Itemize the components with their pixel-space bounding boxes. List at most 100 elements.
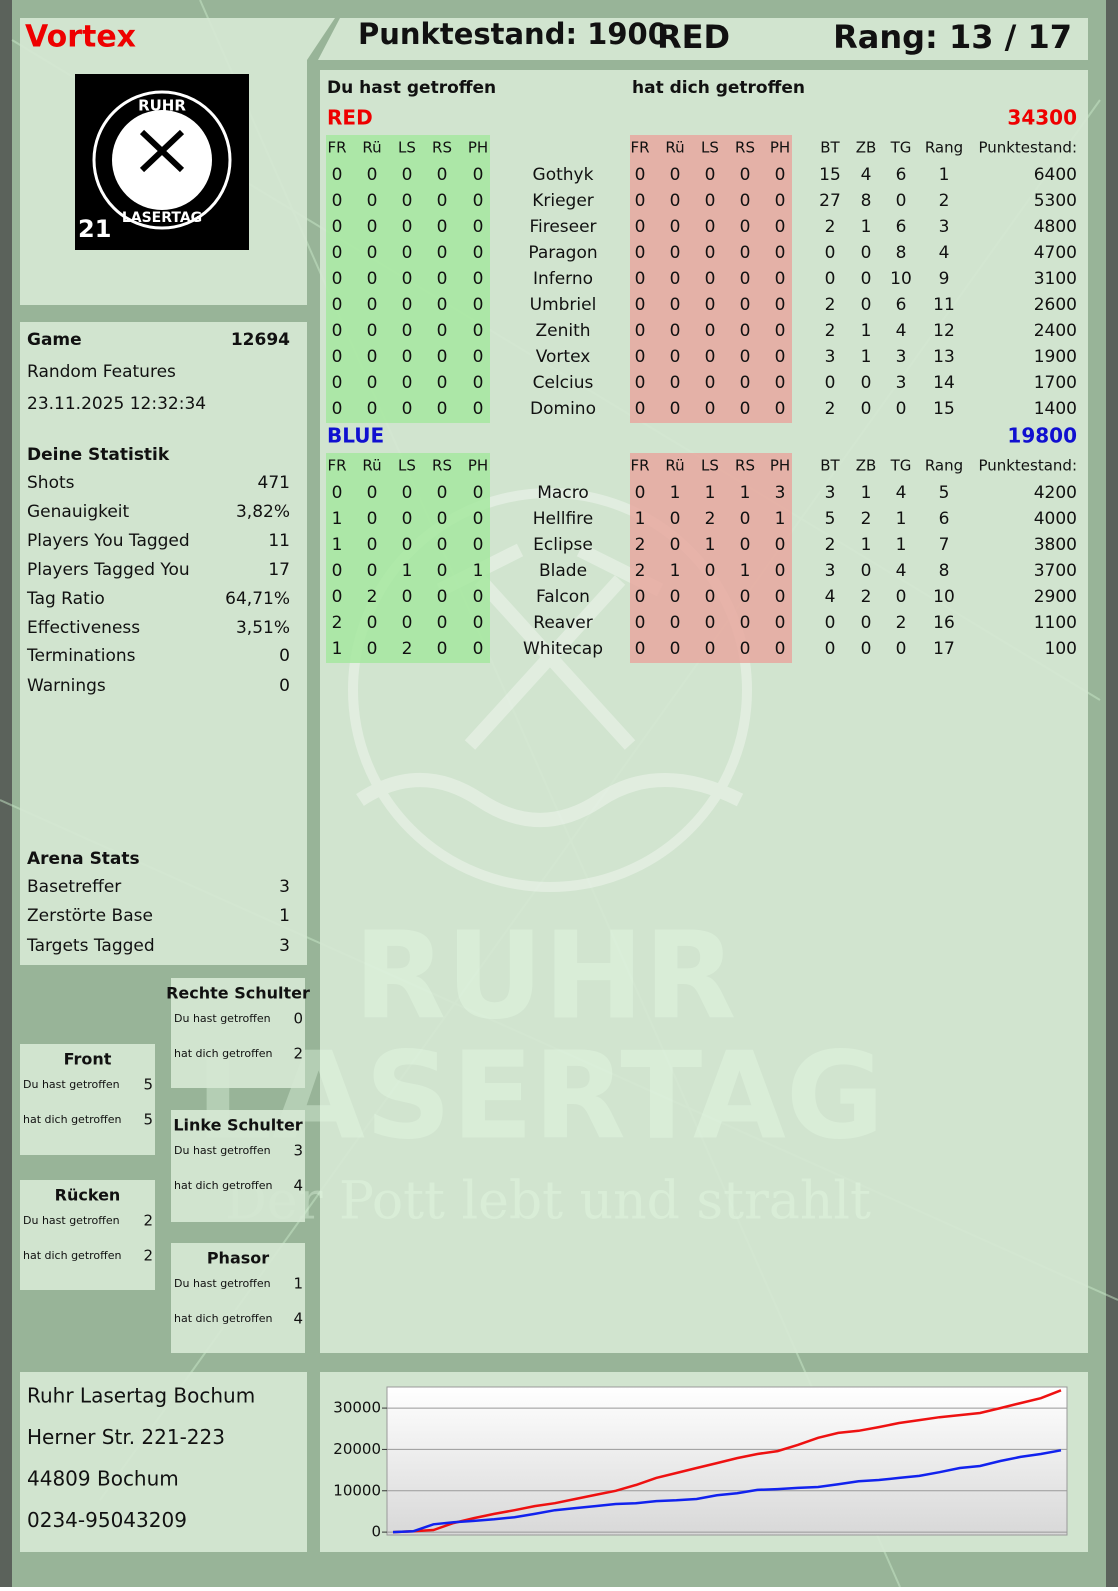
hit-cell: 0 [437,561,448,581]
hit-cell: 0 [367,561,378,581]
got-cell: 0 [670,535,681,555]
got-cell: 0 [740,243,751,263]
zone-value: 0 [293,1010,303,1028]
stat-cell: 1 [861,217,872,237]
got-cell: 0 [635,191,646,211]
arena-title: Arena Stats [27,849,140,869]
stat-cell: 1 [861,347,872,367]
stat-cell: 3 [825,483,836,503]
team-name: BLUE [327,424,384,448]
got-cell: 0 [740,191,751,211]
col-header: BT [820,139,840,157]
hit-cell: 0 [367,509,378,529]
player: Eclipse [533,535,593,555]
stat-label: Effectiveness [27,618,140,638]
stat-cell: 7 [939,535,950,555]
got-cell: 0 [705,347,716,367]
stat-cell: 0 [825,373,836,393]
got-cell: 0 [775,587,786,607]
zone-box [20,1044,155,1155]
zone-value: 5 [143,1111,153,1129]
hit-cell: 0 [367,295,378,315]
got-bg [630,135,792,423]
hit-cell: 0 [473,483,484,503]
hit-cell: 0 [367,347,378,367]
stat-cell: 3100 [1034,269,1077,289]
hit-cell: 0 [437,373,448,393]
game-id: 12694 [231,330,290,350]
got-cell: 0 [670,509,681,529]
zone-label: Du hast getroffen [174,1012,271,1025]
got-cell: 0 [705,217,716,237]
game-label: Game [27,330,82,350]
got-cell: 0 [635,165,646,185]
game-date: 23.11.2025 12:32:34 [27,394,206,414]
hit-cell: 0 [402,373,413,393]
col-header: Punktestand: [978,457,1077,475]
stat-cell: 1900 [1034,347,1077,367]
stat-cell: 9 [939,269,950,289]
hit-cell: 0 [473,165,484,185]
col-header: LS [701,457,719,475]
hit-cell: 0 [367,217,378,237]
got-cell: 0 [705,399,716,419]
line [392,1449,1062,1534]
zone-title: Linke Schulter [173,1116,302,1135]
header-bar [318,18,1088,60]
got-cell: 0 [670,587,681,607]
hit-cell: 0 [402,321,413,341]
hit-cell: 0 [367,165,378,185]
hit-cell: 1 [402,561,413,581]
stat-cell: 1 [896,509,907,529]
hit-cell: 0 [402,509,413,529]
address-line: Herner Str. 221-223 [27,1425,225,1449]
stat-cell: 1 [861,321,872,341]
stat-cell: 3 [896,373,907,393]
hit-cell: 0 [367,243,378,263]
stat-cell: 5 [825,509,836,529]
team: RED [657,18,730,56]
col-header: PH [770,139,790,157]
got-cell: 0 [670,373,681,393]
zone-value: 2 [143,1247,153,1265]
hit-cell: 0 [437,217,448,237]
got-cell: 0 [740,399,751,419]
stat-cell: 3 [825,561,836,581]
col-header: ZB [856,139,877,157]
stat-cell: 1400 [1034,399,1077,419]
got-cell: 1 [635,509,646,529]
stat-cell: 3 [939,217,950,237]
col-header: FR [630,139,649,157]
col-header: TG [890,457,912,475]
hit-cell: 0 [402,483,413,503]
address-panel [20,1372,307,1552]
hit-cell: 0 [473,639,484,659]
stat-cell: 5 [939,483,950,503]
hit-cell: 2 [402,639,413,659]
stat-cell: 2 [825,399,836,419]
hit-cell: 0 [332,561,343,581]
watermark: RUHR LASERTAG Der Pott lebt und strahlt [196,488,884,1232]
y-tick-label: 10000 [333,1481,381,1499]
stat-cell: 2 [861,587,872,607]
got-cell: 1 [775,509,786,529]
player-name: Vortex [25,20,136,55]
hit-cell: 0 [402,269,413,289]
stat-cell: 0 [861,399,872,419]
zone-box [171,978,305,1088]
got-cell: 0 [775,639,786,659]
got-cell: 0 [740,347,751,367]
got-cell: 0 [635,639,646,659]
player: Inferno [533,269,593,289]
got-cell: 0 [635,347,646,367]
got-cell: 0 [775,373,786,393]
stat-cell: 1 [896,535,907,555]
hit-cell: 0 [473,613,484,633]
stat-cell: 2 [825,321,836,341]
zone-title: Rechte Schulter [166,984,310,1003]
got-cell: 0 [670,639,681,659]
got-cell: 0 [775,217,786,237]
stat-value: 0 [279,676,290,696]
got-heading: hat dich getroffen [632,78,805,98]
got-cell: 0 [705,191,716,211]
